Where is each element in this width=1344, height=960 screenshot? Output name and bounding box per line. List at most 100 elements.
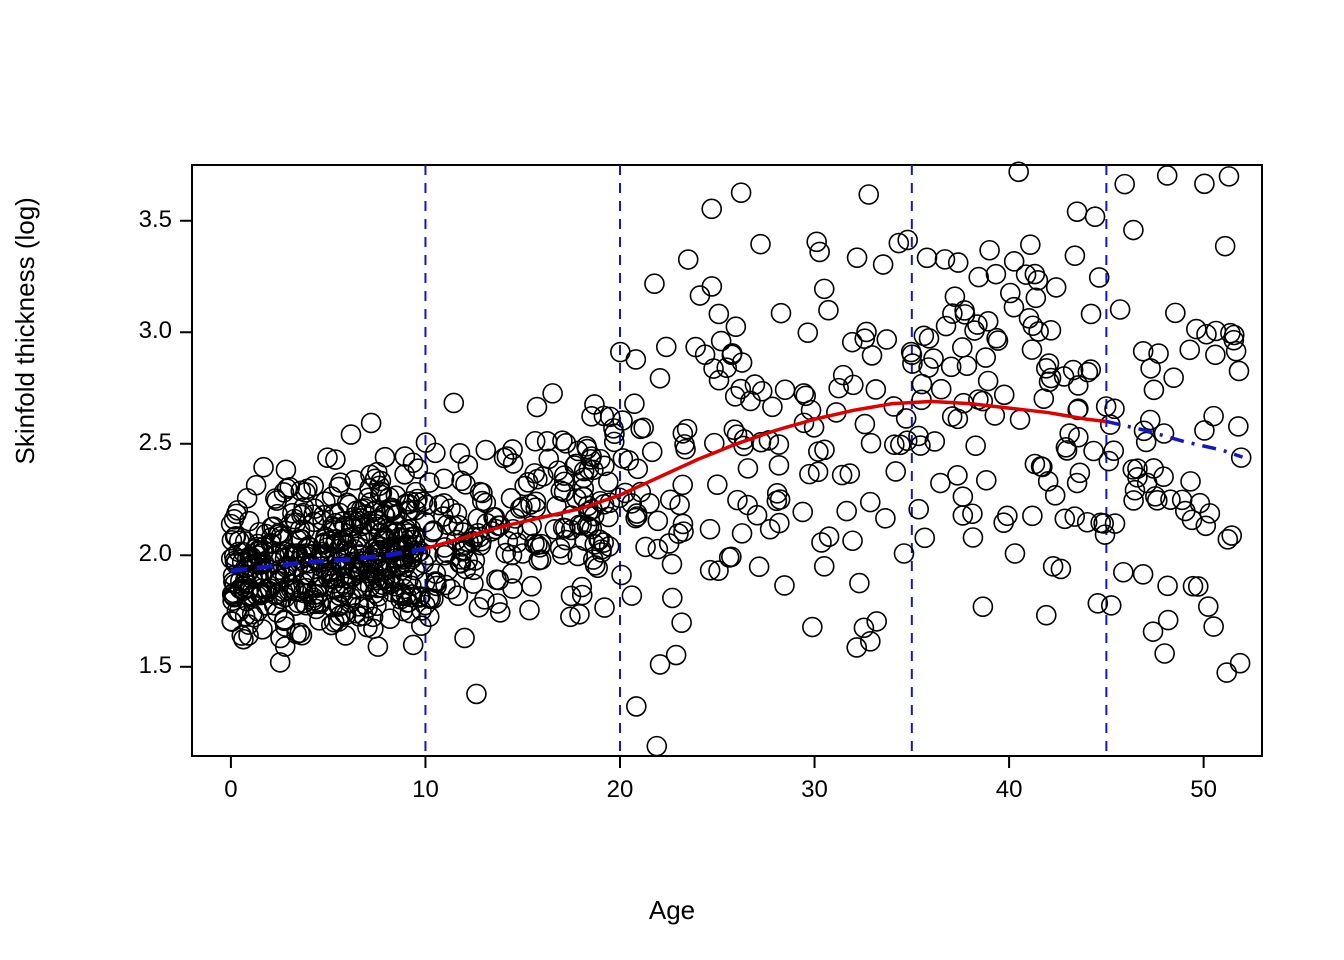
scatter-point <box>874 255 893 274</box>
scatter-point <box>769 456 788 475</box>
scatter-point <box>528 398 547 417</box>
scatter-point <box>815 279 834 298</box>
scatter-point <box>803 618 822 637</box>
x-tick-label-40: 40 <box>984 776 1034 804</box>
scatter-point <box>1180 340 1199 359</box>
scatter-point <box>793 502 812 521</box>
scatter-point <box>1065 246 1084 265</box>
scatter-point <box>1195 174 1214 193</box>
scatter-point <box>843 531 862 550</box>
scatter-point <box>886 462 905 481</box>
scatter-point <box>877 330 896 349</box>
scatter-point <box>750 557 769 576</box>
scatter-point <box>1231 654 1250 673</box>
scatter-point <box>672 613 691 632</box>
y-tick-label-2.5: 2.5 <box>122 429 172 457</box>
scatter-point <box>476 441 495 460</box>
x-tick-label-20: 20 <box>595 776 645 804</box>
scatter-point <box>1023 316 1042 335</box>
scatter-point <box>1068 202 1087 221</box>
scatter-point <box>844 375 863 394</box>
scatter-point <box>863 346 882 365</box>
scatter-point <box>375 448 394 467</box>
scatter-point <box>701 561 720 580</box>
scatter-point <box>837 502 856 521</box>
scatter-point <box>884 397 903 416</box>
scatter-point <box>636 537 655 556</box>
scatter-point <box>1183 577 1202 596</box>
y-axis-ticks-group <box>180 221 192 667</box>
scatter-point <box>977 471 996 490</box>
scatter-point <box>815 557 834 576</box>
scatter-point <box>979 312 998 331</box>
scatter-point <box>1021 235 1040 254</box>
scatter-point <box>709 304 728 323</box>
scatter-point <box>627 697 646 716</box>
scatter-point <box>704 359 723 378</box>
scatter-point <box>976 348 995 367</box>
scatter-point <box>362 413 381 432</box>
scatter-point <box>690 286 709 305</box>
scatter-point <box>775 576 794 595</box>
scatter-point <box>667 646 686 665</box>
scatter-point <box>702 277 721 296</box>
scatter-point <box>1141 359 1160 378</box>
scatter-point <box>857 322 876 341</box>
scatter-point <box>1144 380 1163 399</box>
scatter-point <box>368 637 387 656</box>
scatter-point <box>1034 389 1053 408</box>
scatter-point <box>647 737 666 756</box>
scatter-point <box>1099 452 1118 471</box>
scatter-point <box>771 304 790 323</box>
scatter-point <box>776 380 795 399</box>
scatter-point <box>673 475 692 494</box>
x-tick-label-0: 0 <box>206 776 256 804</box>
scatter-point <box>955 305 974 324</box>
scatter-point <box>829 379 848 398</box>
scatter-point <box>1158 166 1177 185</box>
scatter-point <box>1204 617 1223 636</box>
scatter-point <box>709 561 728 580</box>
scatter-point <box>980 241 999 260</box>
scatter-point <box>732 183 751 202</box>
scatter-point <box>915 528 934 547</box>
scatter-point <box>503 579 522 598</box>
scatter-point <box>1155 644 1174 663</box>
scatter-point <box>444 393 463 412</box>
scatter-point <box>969 268 988 287</box>
scatter-point <box>612 565 631 584</box>
scatter-point <box>943 407 962 426</box>
scatter-point <box>966 436 985 455</box>
scatter-point <box>1181 472 1200 491</box>
scatter-point <box>861 493 880 512</box>
plot-border <box>192 165 1262 756</box>
scatter-point <box>708 475 727 494</box>
scatter-point <box>254 458 273 477</box>
scatter-point <box>815 440 834 459</box>
scatter-point <box>949 253 968 272</box>
scatter-point <box>855 415 874 434</box>
scatter-point <box>1158 576 1177 595</box>
scatter-point <box>1005 252 1024 271</box>
scatter-point <box>726 317 745 336</box>
scatter-point <box>995 385 1014 404</box>
scatter-point <box>1217 663 1236 682</box>
scatter-point <box>1104 441 1123 460</box>
scatter-point <box>1005 544 1024 563</box>
scatter-point <box>937 317 956 336</box>
y-tick-label-2: 2.0 <box>122 540 172 568</box>
scatter-point <box>859 185 878 204</box>
trend-curve-segment-10-45 <box>425 401 1106 548</box>
scatter-point <box>1001 283 1020 302</box>
scatter-point <box>1200 504 1219 523</box>
scatter-point <box>1218 530 1237 549</box>
scatter-point <box>1037 606 1056 625</box>
scatter-point <box>809 442 828 461</box>
scatter-point <box>276 460 295 479</box>
scatter-point <box>582 407 601 426</box>
scatter-point <box>979 372 998 391</box>
scatter-point <box>648 511 667 530</box>
scatter-point <box>622 586 641 605</box>
scatter-point <box>733 524 752 543</box>
scatter-point <box>520 601 539 620</box>
